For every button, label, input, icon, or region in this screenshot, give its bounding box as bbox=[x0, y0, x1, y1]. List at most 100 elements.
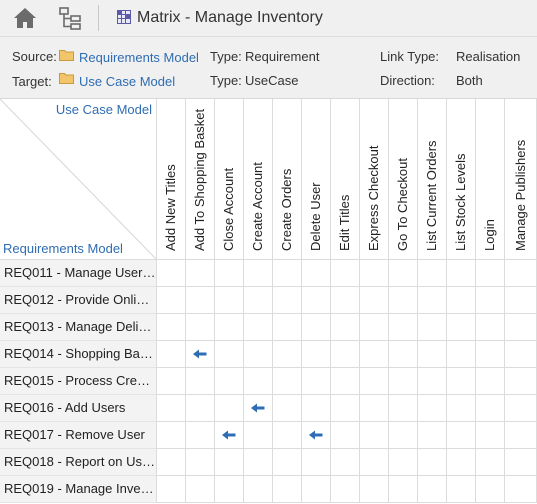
matrix-cell[interactable] bbox=[447, 314, 476, 341]
row-header[interactable]: REQ017 - Remove User bbox=[0, 422, 157, 449]
matrix-cell[interactable] bbox=[273, 368, 302, 395]
matrix-cell[interactable] bbox=[157, 287, 186, 314]
column-header[interactable]: List Stock Levels bbox=[447, 99, 476, 260]
row-header[interactable]: REQ011 - Manage User… bbox=[0, 260, 157, 287]
matrix-cell[interactable] bbox=[505, 314, 537, 341]
matrix-cell[interactable] bbox=[389, 314, 418, 341]
matrix-cell[interactable] bbox=[505, 260, 537, 287]
matrix-cell[interactable] bbox=[157, 449, 186, 476]
matrix-cell[interactable] bbox=[389, 260, 418, 287]
matrix-cell[interactable] bbox=[273, 260, 302, 287]
matrix-cell[interactable] bbox=[186, 368, 215, 395]
matrix-cell[interactable] bbox=[505, 341, 537, 368]
column-header[interactable]: Login bbox=[476, 99, 505, 260]
matrix-cell[interactable] bbox=[244, 422, 273, 449]
target-model-link[interactable]: Use Case Model bbox=[79, 74, 176, 89]
matrix-cell[interactable] bbox=[360, 341, 389, 368]
matrix-cell[interactable] bbox=[505, 368, 537, 395]
matrix-cell[interactable] bbox=[331, 314, 360, 341]
matrix-cell[interactable] bbox=[476, 395, 505, 422]
matrix-cell[interactable] bbox=[389, 341, 418, 368]
matrix-cell[interactable] bbox=[505, 449, 537, 476]
column-header[interactable]: Create Account bbox=[244, 99, 273, 260]
matrix-cell[interactable] bbox=[273, 476, 302, 503]
matrix-cell[interactable] bbox=[244, 395, 273, 422]
matrix-cell[interactable] bbox=[331, 260, 360, 287]
column-header[interactable]: Create Orders bbox=[273, 99, 302, 260]
matrix-cell[interactable] bbox=[273, 314, 302, 341]
matrix-cell[interactable] bbox=[389, 449, 418, 476]
matrix-cell[interactable] bbox=[476, 368, 505, 395]
matrix-cell[interactable] bbox=[215, 368, 244, 395]
matrix-cell[interactable] bbox=[215, 260, 244, 287]
matrix-cell[interactable] bbox=[186, 422, 215, 449]
matrix-cell[interactable] bbox=[244, 476, 273, 503]
row-header[interactable]: REQ019 - Manage Inve… bbox=[0, 476, 157, 503]
column-model-label[interactable]: Use Case Model bbox=[55, 102, 152, 117]
matrix-cell[interactable] bbox=[302, 314, 331, 341]
matrix-cell[interactable] bbox=[505, 476, 537, 503]
matrix-cell[interactable] bbox=[244, 260, 273, 287]
column-header[interactable]: Go To Checkout bbox=[389, 99, 418, 260]
matrix-cell[interactable] bbox=[418, 422, 447, 449]
row-header[interactable]: REQ016 - Add Users bbox=[0, 395, 157, 422]
matrix-cell[interactable] bbox=[186, 341, 215, 368]
matrix-cell[interactable] bbox=[360, 476, 389, 503]
matrix-cell[interactable] bbox=[302, 287, 331, 314]
row-header[interactable]: REQ012 - Provide Onlin… bbox=[0, 287, 157, 314]
matrix-cell[interactable] bbox=[389, 476, 418, 503]
matrix-cell[interactable] bbox=[302, 476, 331, 503]
matrix-cell[interactable] bbox=[157, 476, 186, 503]
matrix-cell[interactable] bbox=[389, 368, 418, 395]
matrix-cell[interactable] bbox=[447, 287, 476, 314]
matrix-cell[interactable] bbox=[389, 395, 418, 422]
home-button[interactable] bbox=[10, 4, 40, 32]
column-header[interactable]: Manage Publishers bbox=[505, 99, 537, 260]
matrix-cell[interactable] bbox=[273, 287, 302, 314]
matrix-cell[interactable] bbox=[331, 422, 360, 449]
matrix-cell[interactable] bbox=[476, 341, 505, 368]
matrix-cell[interactable] bbox=[418, 476, 447, 503]
column-header[interactable]: Express Checkout bbox=[360, 99, 389, 260]
matrix-cell[interactable] bbox=[157, 341, 186, 368]
matrix-cell[interactable] bbox=[418, 314, 447, 341]
matrix-cell[interactable] bbox=[186, 395, 215, 422]
matrix-cell[interactable] bbox=[389, 422, 418, 449]
row-model-label[interactable]: Requirements Model bbox=[3, 241, 123, 256]
matrix-cell[interactable] bbox=[331, 449, 360, 476]
matrix-cell[interactable] bbox=[447, 260, 476, 287]
matrix-cell[interactable] bbox=[418, 341, 447, 368]
matrix-cell[interactable] bbox=[447, 368, 476, 395]
column-header[interactable]: List Current Orders bbox=[418, 99, 447, 260]
matrix-cell[interactable] bbox=[215, 476, 244, 503]
matrix-cell[interactable] bbox=[360, 260, 389, 287]
matrix-cell[interactable] bbox=[418, 368, 447, 395]
matrix-cell[interactable] bbox=[389, 287, 418, 314]
matrix-cell[interactable] bbox=[331, 395, 360, 422]
matrix-cell[interactable] bbox=[476, 422, 505, 449]
matrix-cell[interactable] bbox=[476, 314, 505, 341]
matrix-cell[interactable] bbox=[215, 422, 244, 449]
matrix-cell[interactable] bbox=[360, 287, 389, 314]
matrix-cell[interactable] bbox=[186, 449, 215, 476]
matrix-cell[interactable] bbox=[215, 449, 244, 476]
matrix-cell[interactable] bbox=[476, 287, 505, 314]
matrix-cell[interactable] bbox=[505, 287, 537, 314]
matrix-cell[interactable] bbox=[505, 395, 537, 422]
matrix-cell[interactable] bbox=[360, 368, 389, 395]
matrix-cell[interactable] bbox=[418, 287, 447, 314]
matrix-cell[interactable] bbox=[157, 260, 186, 287]
matrix-cell[interactable] bbox=[215, 314, 244, 341]
matrix-cell[interactable] bbox=[418, 449, 447, 476]
matrix-cell[interactable] bbox=[186, 476, 215, 503]
matrix-cell[interactable] bbox=[447, 395, 476, 422]
column-header[interactable]: Edit Titles bbox=[331, 99, 360, 260]
column-header[interactable]: Add To Shopping Basket bbox=[186, 99, 215, 260]
matrix-cell[interactable] bbox=[447, 341, 476, 368]
matrix-cell[interactable] bbox=[215, 287, 244, 314]
matrix-cell[interactable] bbox=[418, 260, 447, 287]
matrix-cell[interactable] bbox=[157, 314, 186, 341]
column-header[interactable]: Close Account bbox=[215, 99, 244, 260]
matrix-cell[interactable] bbox=[331, 287, 360, 314]
matrix-cell[interactable] bbox=[157, 422, 186, 449]
